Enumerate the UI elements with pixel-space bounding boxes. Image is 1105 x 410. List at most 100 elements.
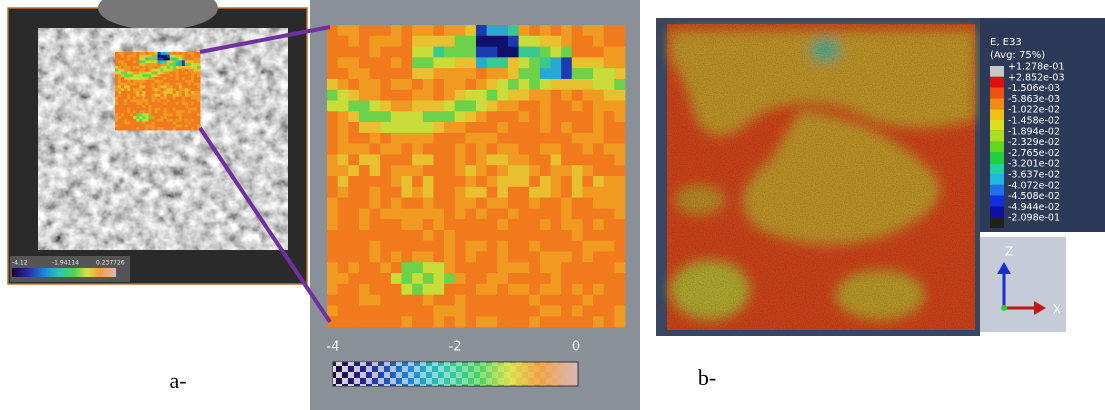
heat-cell (593, 35, 605, 47)
heat-cell (348, 89, 360, 101)
heat-cell (486, 186, 498, 198)
heat-cell (163, 99, 168, 103)
heat-cell (196, 88, 201, 92)
heat-cell (348, 229, 360, 242)
heat-cell (327, 89, 339, 101)
heat-cell (121, 99, 125, 103)
heat-cell (582, 219, 594, 231)
heat-cell (454, 100, 466, 112)
heat-cell (130, 107, 134, 111)
heat-cell (172, 91, 177, 95)
heat-cell (178, 118, 183, 123)
heat-cell (154, 57, 158, 61)
heat-cell (139, 71, 143, 75)
heat-cell (187, 65, 192, 70)
heat-cell (124, 104, 128, 109)
heat-cell (181, 74, 186, 78)
heat-cell (130, 118, 134, 123)
heat-cell (390, 197, 402, 209)
heat-cell (118, 88, 122, 92)
heat-cell (157, 68, 161, 72)
heat-cell (327, 251, 339, 263)
heat-cell (181, 85, 186, 89)
heat-cell (550, 78, 562, 91)
heat-cell (193, 116, 198, 120)
heat-cell (172, 54, 177, 58)
heat-cell (465, 165, 477, 177)
heat-cell (476, 316, 488, 328)
heat-cell (454, 68, 466, 80)
heat-cell (115, 85, 119, 89)
heat-cell (151, 60, 155, 64)
heat-cell (163, 85, 168, 89)
heat-cell (454, 176, 466, 188)
heat-cell (163, 110, 168, 114)
heat-cell (401, 122, 413, 134)
heat-cell (507, 89, 519, 101)
heat-cell (571, 78, 583, 91)
heat-cell (145, 127, 149, 131)
heat-cell (518, 176, 530, 188)
heat-cell (582, 294, 594, 306)
zoom-colorbar-tick: -2 (449, 340, 462, 355)
heat-cell (124, 54, 128, 58)
heat-cell (160, 54, 164, 58)
heat-cell (593, 197, 605, 209)
heat-cell (454, 229, 466, 242)
heat-cell (444, 122, 456, 134)
heat-cell (571, 25, 583, 37)
heat-cell (172, 65, 177, 70)
heat-cell (561, 294, 573, 306)
heat-cell (422, 143, 434, 155)
heat-cell (148, 65, 152, 70)
heat-cell (593, 143, 605, 155)
heat-cell (148, 99, 152, 103)
heat-cell (196, 71, 201, 75)
heat-cell (529, 111, 541, 123)
heat-cell (571, 251, 583, 263)
heat-cell (571, 89, 583, 101)
heat-cell (348, 251, 360, 263)
heat-cell (337, 176, 349, 188)
heat-cell (507, 122, 519, 134)
heat-cell (136, 96, 140, 100)
heat-cell (163, 102, 168, 106)
heat-cell (151, 121, 155, 125)
heat-cell (115, 57, 119, 61)
heat-cell (184, 107, 189, 111)
heat-cell (115, 116, 119, 120)
heat-cell (133, 63, 137, 67)
heat-cell (444, 111, 456, 123)
heat-cell (178, 71, 183, 75)
heat-cell (497, 208, 509, 220)
heat-cell (614, 262, 626, 274)
heat-cell (181, 60, 186, 64)
heat-cell (380, 25, 392, 37)
heat-cell (550, 197, 562, 209)
heat-cell (486, 100, 498, 112)
heat-cell (465, 229, 477, 242)
ct-top-disc (98, 0, 218, 30)
heat-cell (124, 121, 128, 125)
heat-cell (178, 121, 183, 125)
heat-cell (136, 60, 140, 64)
heat-cell (130, 79, 134, 84)
heat-cell (593, 122, 605, 134)
heat-cell (166, 121, 171, 125)
heat-cell (136, 68, 140, 72)
heat-cell (550, 273, 562, 285)
heat-cell (337, 57, 349, 69)
heat-cell (148, 77, 152, 81)
heat-cell (539, 219, 551, 231)
heat-cell (130, 91, 134, 95)
heat-cell (412, 100, 424, 112)
heat-cell (193, 77, 198, 81)
heat-cell (358, 122, 370, 134)
heat-cell (550, 46, 562, 58)
heat-cell (121, 91, 125, 95)
heat-cell (433, 154, 445, 166)
heat-cell (561, 283, 573, 296)
heat-cell (561, 262, 573, 274)
heat-cell (163, 54, 168, 58)
heat-cell (139, 54, 143, 58)
